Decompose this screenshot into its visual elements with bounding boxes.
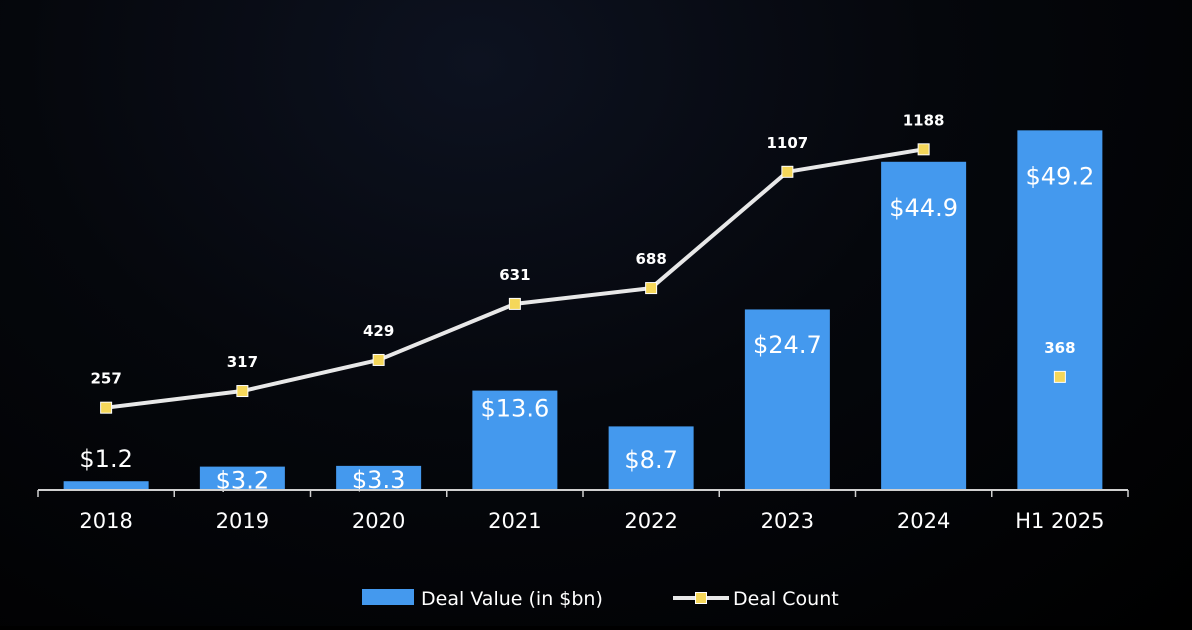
legend-deal-count-label: Deal Count	[733, 588, 839, 610]
deal-count-label: 317	[227, 353, 258, 371]
deal-count-label: 1107	[767, 134, 809, 152]
x-tick-label: 2022	[624, 509, 677, 533]
x-axis: 2018 2019 2020 2021 2022 2023 2024 H1 2025	[37, 489, 1129, 533]
bar-2022	[608, 426, 694, 490]
deal-count-marker	[1053, 370, 1066, 383]
bar-2024	[881, 161, 967, 490]
bar-2019	[199, 466, 285, 490]
deal-count-marker	[917, 143, 930, 156]
legend-deal-value-label: Deal Value (in $bn)	[421, 588, 603, 610]
deal-count-marker	[781, 165, 794, 178]
deal-count-label: 1188	[903, 111, 945, 129]
x-tick-label: 2021	[488, 509, 541, 533]
deal-count-label: 429	[363, 322, 394, 340]
deal-count-marker	[100, 401, 113, 414]
bar-value-label: $44.9	[889, 194, 958, 222]
deal-count-label: 368	[1044, 339, 1075, 357]
legend-marker-swatch	[695, 592, 707, 604]
deal-count-label: 631	[499, 266, 530, 284]
bar-2021	[472, 390, 558, 490]
x-tick-label: 2024	[897, 509, 950, 533]
bar-value-label: $13.6	[481, 394, 550, 422]
bar-value-label: $49.2	[1026, 162, 1095, 190]
x-tick-label: H1 2025	[1015, 509, 1104, 533]
deal-count-label: 688	[635, 250, 666, 268]
x-tick-label: 2023	[761, 509, 814, 533]
bars-layer: $1.2$3.2 $3.3$13.6$8.7$24.7$44.9$49.2	[63, 130, 1103, 494]
deal-count-label: 257	[90, 370, 121, 388]
bar-2020	[336, 465, 422, 490]
x-tick-label: 2018	[79, 509, 132, 533]
bar-value-label: $24.7	[753, 331, 822, 359]
deal-count-marker	[372, 353, 385, 366]
bar-h1-2025	[1017, 130, 1103, 490]
x-tick-label: 2019	[216, 509, 269, 533]
bar-2023	[744, 309, 830, 490]
bar-2018	[63, 481, 149, 490]
bar-value-label: $1.2	[79, 445, 132, 473]
deal-count-marker	[508, 297, 521, 310]
legend-bar-swatch	[362, 589, 414, 605]
deal-count-marker	[236, 385, 249, 398]
deal-count-marker	[645, 282, 658, 295]
deal-count-line-layer: 257 317 429 631 688 1107 1188 368	[90, 111, 1076, 414]
legend: Deal Value (in $bn) Deal Count	[362, 588, 839, 610]
x-tick-label: 2020	[352, 509, 405, 533]
bar-value-label: $8.7	[624, 446, 677, 474]
